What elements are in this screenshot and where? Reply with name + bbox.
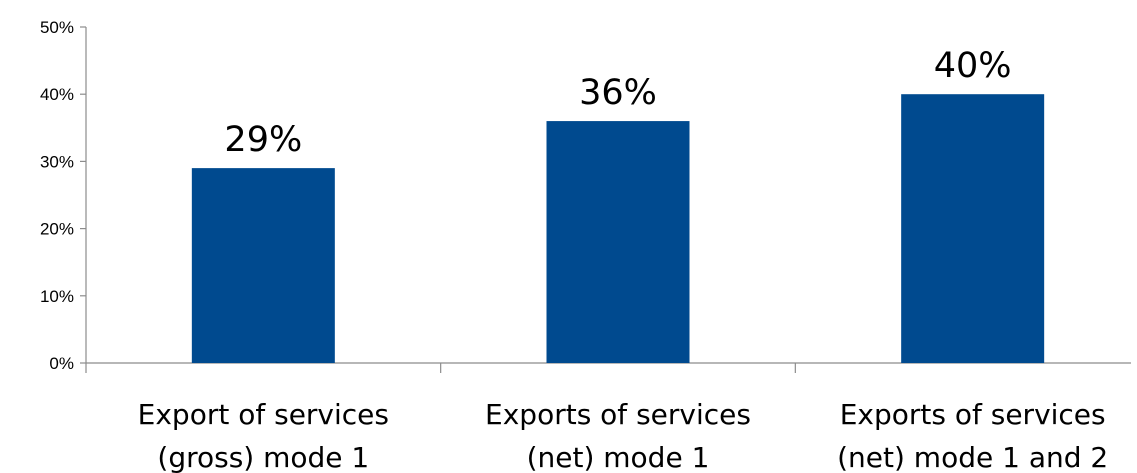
bar (901, 94, 1045, 363)
bar-series (191, 94, 1045, 363)
data-label: 40% (934, 46, 1012, 86)
x-category-label: Exports of services (485, 398, 751, 431)
data-label: 36% (579, 73, 657, 113)
bar (546, 121, 690, 363)
bar (191, 168, 335, 363)
x-category-label: (net) mode 1 (527, 441, 710, 473)
y-tick-label: 10% (40, 287, 74, 306)
x-category-label: (net) mode 1 and 2 (837, 441, 1108, 473)
data-label: 29% (224, 120, 302, 160)
y-tick-label: 0% (49, 354, 74, 373)
y-tick-label: 40% (40, 85, 74, 104)
y-tick-label: 20% (40, 220, 74, 239)
x-category-label: Export of services (138, 398, 389, 431)
x-category-label: Exports of services (840, 398, 1106, 431)
x-category-label: (gross) mode 1 (157, 441, 369, 473)
y-tick-label: 50% (40, 18, 74, 37)
chart-labels: 29% Export of services (gross) mode 1 36% Ex… (138, 46, 1109, 473)
y-tick-label: 30% (40, 152, 74, 171)
